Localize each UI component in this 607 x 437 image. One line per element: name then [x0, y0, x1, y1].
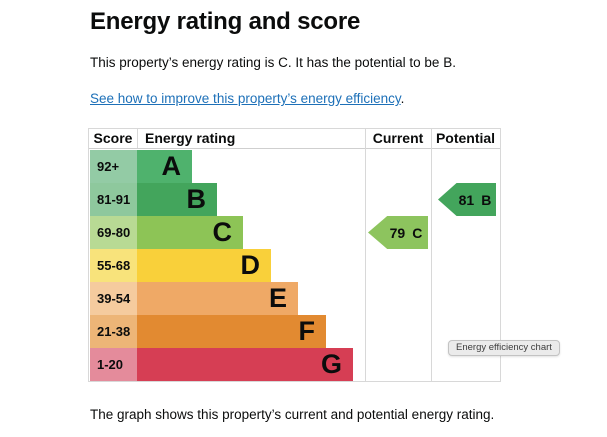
chart-caption: The graph shows this property’s current …: [90, 407, 495, 422]
band-bar: B: [137, 183, 217, 216]
potential-score-value: 81: [458, 191, 475, 208]
improve-link-period: .: [400, 91, 405, 106]
band-bar: A: [137, 150, 192, 183]
chart-grid: Score Energy rating Current Potential 92…: [89, 129, 500, 381]
column-header-current: Current: [372, 130, 424, 146]
current-score-value: 79: [389, 224, 406, 241]
band-bar: G: [137, 348, 353, 381]
score-column-divider: [137, 129, 138, 148]
band-row-f: 21-38 F: [89, 315, 500, 348]
column-header-score: Score: [93, 130, 133, 146]
header-divider: [89, 148, 500, 149]
improve-link-line: See how to improve this property’s energ…: [90, 91, 404, 106]
column-header-energy-rating: Energy rating: [145, 130, 236, 146]
energy-efficiency-chart[interactable]: Score Energy rating Current Potential 92…: [88, 128, 501, 382]
band-score-cell: 81-91: [90, 183, 137, 216]
band-score-cell: 21-38: [90, 315, 137, 348]
chart-hover-tooltip: Energy efficiency chart: [448, 340, 560, 356]
improve-efficiency-link[interactable]: See how to improve this property’s energ…: [90, 91, 401, 106]
band-row-e: 39-54 E: [89, 282, 500, 315]
potential-rating-letter: B: [481, 191, 492, 208]
band-row-c: 69-80 C: [89, 216, 500, 249]
band-bar: D: [137, 249, 271, 282]
band-score-cell: 92+: [90, 150, 137, 183]
band-bar: C: [137, 216, 243, 249]
band-row-b: 81-91 B: [89, 183, 500, 216]
band-row-a: 92+ A: [89, 150, 500, 183]
band-score-cell: 55-68: [90, 249, 137, 282]
band-bar: F: [137, 315, 326, 348]
page-title: Energy rating and score: [90, 8, 361, 35]
band-score-cell: 69-80: [90, 216, 137, 249]
band-score-cell: 1-20: [90, 348, 137, 381]
band-score-cell: 39-54: [90, 282, 137, 315]
current-column-divider: [365, 129, 366, 381]
band-row-g: 1-20 G: [89, 348, 500, 381]
rating-summary-text: This property’s energy rating is C. It h…: [90, 55, 456, 70]
column-header-potential: Potential: [435, 130, 496, 146]
potential-column-divider: [431, 129, 432, 381]
current-rating-letter: C: [412, 224, 423, 241]
band-bar: E: [137, 282, 298, 315]
band-row-d: 55-68 D: [89, 249, 500, 282]
